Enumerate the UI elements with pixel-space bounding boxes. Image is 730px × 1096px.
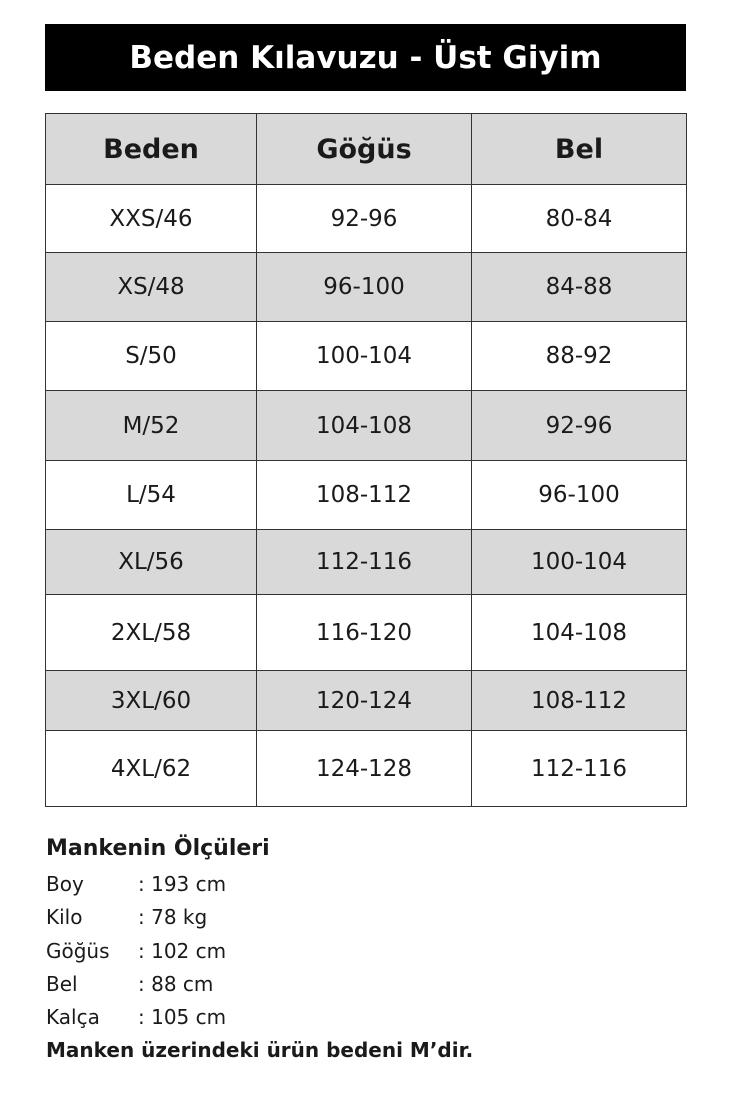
waist-cell: 88-92 — [471, 321, 687, 391]
table-row: 4XL/62 124-128 112-116 — [45, 730, 687, 807]
table-row: S/50 100-104 88-92 — [45, 321, 687, 391]
measure-label: Bel — [46, 971, 78, 996]
chest-cell: 104-108 — [256, 390, 472, 461]
size-cell: M/52 — [45, 390, 257, 461]
measure-label: Kalça — [46, 1005, 100, 1030]
measure-value: : 105 cm — [138, 1005, 227, 1030]
size-cell: L/54 — [45, 460, 257, 530]
chest-cell: 92-96 — [256, 184, 472, 253]
size-table: Beden Göğüs Bel XXS/46 92-96 80-84 XS/48 96-… — [45, 113, 687, 807]
size-cell: XXS/46 — [45, 184, 257, 253]
chest-cell: 96-100 — [256, 252, 472, 322]
chest-cell: 112-116 — [256, 529, 472, 595]
waist-cell: 112-116 — [471, 730, 687, 807]
table-row: 2XL/58 116-120 104-108 — [45, 594, 687, 671]
waist-cell: 92-96 — [471, 390, 687, 461]
model-note: Manken üzerindeki ürün bedeni M’dir. — [46, 1038, 474, 1062]
table-row: XS/48 96-100 84-88 — [45, 252, 687, 322]
table-row: M/52 104-108 92-96 — [45, 390, 687, 461]
chest-cell: 116-120 — [256, 594, 472, 671]
header-bel: Bel — [471, 113, 687, 185]
chest-cell: 120-124 — [256, 670, 472, 731]
model-heading: Mankenin Ölçüleri — [46, 836, 270, 861]
size-cell: 4XL/62 — [45, 730, 257, 807]
measure-value: : 78 kg — [138, 905, 208, 930]
chest-cell: 108-112 — [256, 460, 472, 530]
waist-cell: 108-112 — [471, 670, 687, 731]
table-row: L/54 108-112 96-100 — [45, 460, 687, 530]
waist-cell: 96-100 — [471, 460, 687, 530]
table-row: 3XL/60 120-124 108-112 — [45, 670, 687, 731]
waist-cell: 80-84 — [471, 184, 687, 253]
table-row: XL/56 112-116 100-104 — [45, 529, 687, 595]
measure-label: Boy — [46, 872, 84, 896]
model-measure: Kilo : 78 kg — [46, 905, 207, 929]
table-row: XXS/46 92-96 80-84 — [45, 184, 687, 253]
size-cell: XL/56 — [45, 529, 257, 595]
size-cell: XS/48 — [45, 252, 257, 322]
size-cell: 3XL/60 — [45, 670, 257, 731]
measure-label: Göğüs — [46, 938, 110, 963]
chest-cell: 124-128 — [256, 730, 472, 807]
model-measure: Boy : 193 cm — [46, 872, 226, 896]
measure-value: : 102 cm — [138, 938, 227, 963]
model-measure: Göğüs : 102 cm — [46, 939, 226, 963]
header-beden: Beden — [45, 113, 257, 185]
size-cell: 2XL/58 — [45, 594, 257, 671]
waist-cell: 104-108 — [471, 594, 687, 671]
table-header-row: Beden Göğüs Bel — [45, 113, 687, 185]
header-gogus: Göğüs — [256, 113, 472, 185]
measure-label: Kilo — [46, 905, 83, 930]
model-measure: Kalça : 105 cm — [46, 1005, 226, 1029]
waist-cell: 84-88 — [471, 252, 687, 322]
model-measure: Bel : 88 cm — [46, 972, 213, 996]
waist-cell: 100-104 — [471, 529, 687, 595]
measure-value: : 88 cm — [138, 971, 214, 996]
page-title: Beden Kılavuzu - Üst Giyim — [45, 24, 686, 91]
size-cell: S/50 — [45, 321, 257, 391]
chest-cell: 100-104 — [256, 321, 472, 391]
measure-value: : 193 cm — [138, 872, 227, 896]
